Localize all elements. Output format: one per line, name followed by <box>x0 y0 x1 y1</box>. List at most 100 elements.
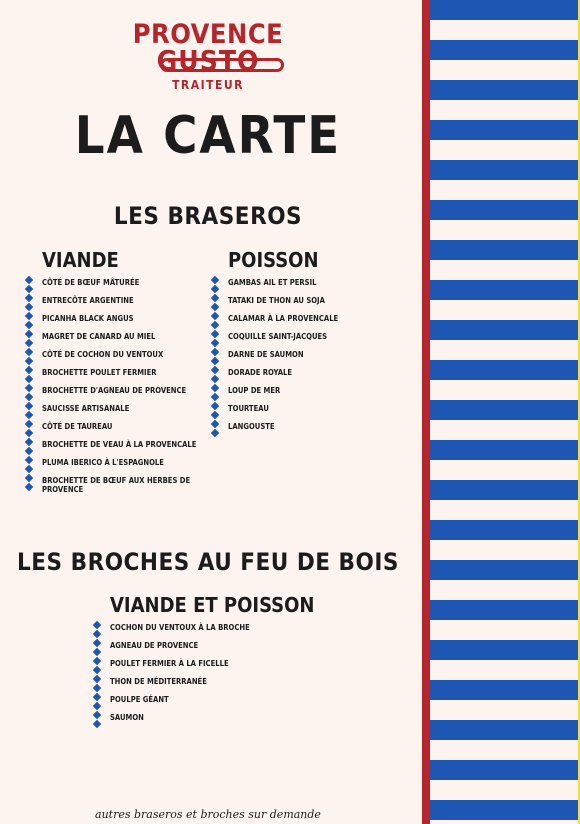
blue-stripe <box>430 240 580 260</box>
diamond-bullet-icon <box>24 275 34 285</box>
viande-item: CÔTÉ DE TAUREAU <box>24 419 202 440</box>
section-title-broches: LES BROCHES AU FEU DE BOIS <box>17 548 399 576</box>
poisson-item-label: TOURTEAU <box>228 404 269 413</box>
viande-item-label: CÔTÉ DE BŒUF MÂTURÉE <box>42 278 140 287</box>
diamond-bullet-icon <box>24 437 34 447</box>
blue-stripe <box>430 120 580 140</box>
diamond-bullet-icon <box>210 401 220 411</box>
diamond-bullet-icon <box>24 392 34 402</box>
viande-item: BROCHETTE DE BŒUF AUX HERBES DE PROVENCE <box>24 473 202 494</box>
viande-item-label: BROCHETTE DE VEAU À LA PROVENCALE <box>42 440 197 449</box>
diamond-bullet-icon <box>92 710 102 720</box>
viande-et-poisson-item: SAUMON <box>92 710 270 731</box>
diamond-bullet-icon <box>24 320 34 330</box>
diamond-bullet-icon <box>210 374 220 384</box>
viande-item: CÔTÉ DE COCHON DU VENTOUX <box>24 347 202 368</box>
diamond-bullet-icon <box>24 401 34 411</box>
poisson-item: TATAKI DE THON AU SOJA <box>210 293 338 314</box>
poisson-item: CALAMAR À LA PROVENCALE <box>210 311 339 332</box>
red-border-bar <box>422 0 430 824</box>
diamond-bullet-icon <box>210 356 220 366</box>
blue-stripe <box>430 760 580 780</box>
page-title: LA CARTE <box>74 106 342 166</box>
diamond-bullet-icon <box>24 473 34 483</box>
item-list-poisson: GAMBAS AIL ET PERSIL TATAKI DE THON AU SO… <box>210 275 339 440</box>
column-viande: VIANDE CÔTÉ DE BŒUF MÂTURÉE ENTRECÔTE ARG… <box>24 248 202 494</box>
viande-item: MAGRET DE CANARD AU MIEL <box>24 329 202 350</box>
poisson-item-label: DARNE DE SAUMON <box>228 350 304 359</box>
viande-item: BROCHETTE POULET FERMIER <box>24 365 202 386</box>
diamond-bullet-icon <box>210 311 220 321</box>
item-list-viande-et-poisson: COCHON DU VENTOUX À LA BROCHE AGNEAU DE P… <box>92 620 314 731</box>
viande-et-poisson-item: POULET FERMIER À LA FICELLE <box>92 656 270 677</box>
diamond-bullet-icon <box>92 647 102 657</box>
menu-page: PROVENCE GUSTO TRAITEUR LA CARTE LES BRA… <box>17 20 399 822</box>
poisson-item-label: TATAKI DE THON AU SOJA <box>228 296 325 305</box>
poisson-item-label: DORADE ROYALE <box>228 368 293 377</box>
viande-item: SAUCISSE ARTISANALE <box>24 401 202 422</box>
poisson-item: DORADE ROYALE <box>210 365 338 386</box>
column-heading-viande: VIANDE <box>42 248 119 272</box>
blue-stripe <box>430 0 580 20</box>
diamond-bullet-icon <box>24 293 34 303</box>
diamond-bullet-icon <box>24 365 34 375</box>
blue-stripe <box>430 320 580 340</box>
diamond-bullet-icon <box>210 329 220 339</box>
diamond-bullet-icon <box>210 284 220 294</box>
diamond-bullet-icon <box>24 329 34 339</box>
diamond-bullet-icon <box>24 428 34 438</box>
diamond-bullet-icon <box>92 629 102 639</box>
viande-et-poisson-item-label: POULPE GÉANT <box>110 695 169 704</box>
diamond-bullet-icon <box>24 374 34 384</box>
poisson-item-label: COQUILLE SAINT-JACQUES <box>228 332 328 341</box>
viande-item-label: BROCHETTE DE BŒUF AUX HERBES DE PROVENCE <box>42 476 191 494</box>
blue-stripe <box>430 280 580 300</box>
viande-item-label: CÔTÉ DE COCHON DU VENTOUX <box>42 350 164 359</box>
logo-swoosh-icon <box>160 58 284 72</box>
blue-stripe <box>430 800 580 820</box>
viande-item-label: BROCHETTE POULET FERMIER <box>42 368 157 377</box>
column-poisson: POISSON GAMBAS AIL ET PERSIL TATAKI DE TH… <box>210 248 339 440</box>
viande-et-poisson-item-label: THON DE MÉDITERRANÉE <box>110 677 207 686</box>
poisson-item: TOURTEAU <box>210 401 338 422</box>
poisson-item-label: CALAMAR À LA PROVENCALE <box>228 314 339 323</box>
diamond-bullet-icon <box>24 464 34 474</box>
diamond-bullet-icon <box>210 302 220 312</box>
viande-item: BROCHETTE DE VEAU À LA PROVENCALE <box>24 437 202 458</box>
diamond-bullet-icon <box>24 302 34 312</box>
viande-item-label: SAUCISSE ARTISANALE <box>42 404 130 413</box>
diamond-bullet-icon <box>210 338 220 348</box>
blue-stripe <box>430 560 580 580</box>
striped-side-panel <box>422 0 580 824</box>
footer-note: autres braseros et broches sur demande <box>95 808 321 821</box>
diamond-bullet-icon <box>92 620 102 630</box>
viande-item: PICANHA BLACK ANGUS <box>24 311 202 332</box>
diamond-bullet-icon <box>24 311 34 321</box>
diamond-bullet-icon <box>210 428 220 438</box>
diamond-bullet-icon <box>92 701 102 711</box>
diamond-bullet-icon <box>210 320 220 330</box>
blue-stripe <box>430 40 580 60</box>
item-list-viande: CÔTÉ DE BŒUF MÂTURÉE ENTRECÔTE ARGENTINE P… <box>24 275 202 494</box>
blue-stripe <box>430 640 580 660</box>
poisson-item-label: LANGOUSTE <box>228 422 275 431</box>
viande-et-poisson-item-label: COCHON DU VENTOUX À LA BROCHE <box>110 623 250 632</box>
blue-stripe <box>430 200 580 220</box>
poisson-item: DARNE DE SAUMON <box>210 347 338 368</box>
poisson-item-label: LOUP DE MER <box>228 386 281 395</box>
blue-stripe <box>430 400 580 420</box>
viande-item-label: MAGRET DE CANARD AU MIEL <box>42 332 156 341</box>
poisson-item-label: GAMBAS AIL ET PERSIL <box>228 278 317 287</box>
blue-stripe <box>430 480 580 500</box>
diamond-bullet-icon <box>24 347 34 357</box>
diamond-bullet-icon <box>24 284 34 294</box>
viande-item: ENTRECÔTE ARGENTINE <box>24 293 202 314</box>
diamond-bullet-icon <box>24 455 34 465</box>
poisson-item: GAMBAS AIL ET PERSIL <box>210 275 338 296</box>
viande-item-label: ENTRECÔTE ARGENTINE <box>42 296 134 305</box>
column-heading-poisson: POISSON <box>228 248 319 272</box>
viande-item-label: BROCHETTE D'AGNEAU DE PROVENCE <box>42 386 187 395</box>
blue-stripe <box>430 360 580 380</box>
diamond-bullet-icon <box>24 446 34 456</box>
diamond-bullet-icon <box>92 638 102 648</box>
